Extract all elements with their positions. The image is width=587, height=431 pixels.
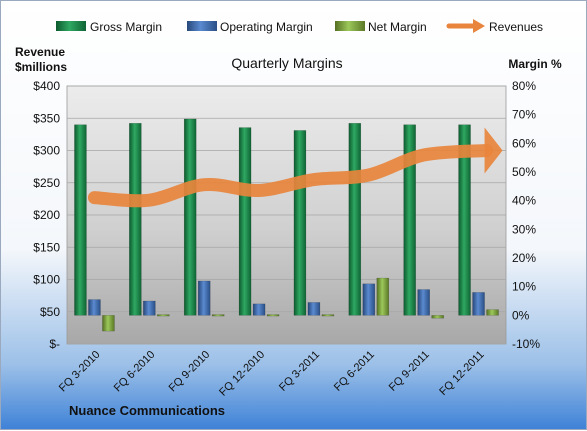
bar-net-margin	[211, 314, 225, 317]
legend-label-gross-margin: Gross Margin	[90, 20, 162, 34]
right-tick-label: -10%	[512, 337, 540, 351]
bar-gross-margin	[403, 124, 416, 316]
bar-operating-margin	[88, 299, 101, 316]
left-axis-label-line1: Revenue	[15, 45, 65, 59]
x-tick-label: FQ 12-2010	[217, 349, 267, 399]
legend-label-revenues: Revenues	[489, 20, 543, 34]
legend-swatch-net-margin	[335, 21, 365, 31]
bar-gross-margin	[129, 123, 142, 316]
bar-net-margin	[157, 314, 170, 317]
bar-net-margin	[431, 315, 444, 319]
right-tick-label: 10%	[512, 280, 536, 294]
bar-net-margin	[266, 314, 280, 317]
bar-operating-margin	[362, 283, 376, 316]
right-tick-label: 40%	[512, 194, 536, 208]
bar-gross-margin	[74, 124, 87, 316]
bar-gross-margin	[293, 130, 307, 316]
left-tick-label: $400	[33, 79, 60, 93]
left-tick-label: $50	[40, 305, 60, 319]
bar-operating-margin	[472, 292, 485, 316]
x-tick-label: FQ 3-2011	[277, 349, 322, 394]
x-tick-label: FQ 9-2011	[387, 349, 432, 394]
left-tick-label: $250	[33, 176, 60, 190]
chart-title: Quarterly Margins	[231, 55, 342, 71]
left-axis-label-line2: $millions	[15, 60, 67, 74]
legend-swatch-operating-margin	[187, 21, 217, 31]
right-tick-label: 50%	[512, 165, 536, 179]
right-axis-label: Margin %	[508, 57, 562, 71]
left-tick-label: $200	[33, 208, 60, 222]
revenue-arrowhead	[484, 127, 503, 174]
bar-net-margin	[321, 314, 335, 317]
bar-gross-margin	[458, 124, 471, 316]
bar-gross-margin	[348, 123, 362, 316]
bar-operating-margin	[197, 280, 211, 316]
left-tick-label: $350	[33, 111, 60, 125]
x-tick-label: FQ 6-2010	[112, 349, 158, 395]
x-tick-label: FQ 12-2011	[437, 349, 486, 398]
legend-label-operating-margin: Operating Margin	[220, 20, 313, 34]
bar-net-margin	[102, 315, 115, 332]
bar-operating-margin	[307, 302, 321, 316]
x-tick-label: FQ 6-2011	[332, 349, 377, 394]
left-tick-label: $100	[33, 273, 60, 287]
right-tick-label: 30%	[512, 222, 536, 236]
bar-operating-margin	[143, 300, 156, 316]
right-tick-label: 70%	[512, 108, 536, 122]
x-tick-label: FQ 9-2010	[167, 349, 213, 395]
bar-net-margin	[376, 277, 390, 316]
legend-swatch-revenues	[446, 19, 485, 33]
revenue-line-layer	[87, 127, 503, 208]
revenue-line	[87, 144, 494, 208]
bar-net-margin	[486, 309, 499, 316]
right-tick-label: 80%	[512, 79, 536, 93]
x-axis-ticks: FQ 3-2010 FQ 6-2010 FQ 9-2010 FQ 12-2010 FQ …	[57, 349, 487, 399]
right-tick-label: 20%	[512, 251, 536, 265]
bar-gross-margin	[238, 127, 252, 316]
left-tick-label: $-	[49, 337, 60, 351]
bar-operating-margin	[252, 303, 266, 316]
bar-operating-margin	[417, 289, 430, 316]
left-tick-label: $300	[33, 144, 60, 158]
legend-swatch-gross-margin	[56, 21, 86, 31]
footer-company: Nuance Communications	[69, 403, 225, 418]
right-tick-label: 0%	[512, 308, 530, 322]
bar-gross-margin	[183, 118, 197, 316]
x-tick-label: FQ 3-2010	[57, 349, 103, 395]
legend-label-net-margin: Net Margin	[368, 20, 427, 34]
right-axis-ticks: 80% 70% 60% 50% 40% 30% 20% 10% 0% -10%	[512, 79, 540, 351]
right-tick-label: 60%	[512, 136, 536, 150]
gridlines	[67, 85, 506, 345]
legend: Gross Margin Operating Margin Net Margin…	[56, 19, 543, 34]
left-tick-label: $150	[33, 240, 60, 254]
left-axis-ticks: $400 $350 $300 $250 $200 $150 $100 $50 $-	[33, 79, 60, 351]
